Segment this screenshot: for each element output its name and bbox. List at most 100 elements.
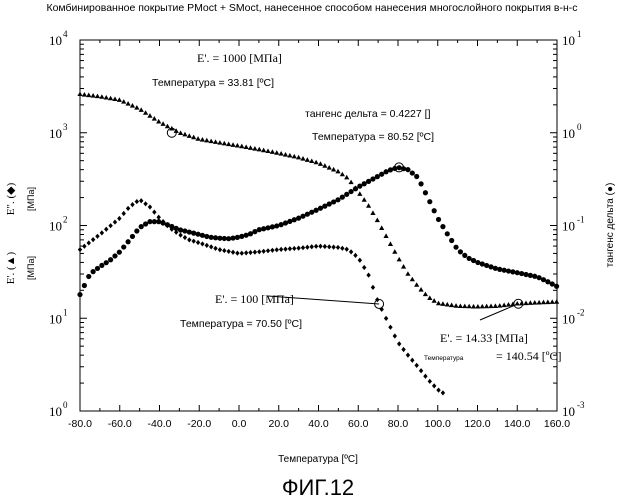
tan-delta-point [462,252,468,259]
y-right-tick-base: 10 [562,219,575,234]
y-right-tick-exp: -2 [577,307,585,317]
annotation-text: E'. = 1000 [МПа] [197,51,282,65]
e-prime-point [523,300,529,306]
e-prime-point [243,144,249,150]
e-double-prime-point [274,247,279,253]
x-tick-label: -60.0 [108,418,132,430]
e-double-prime-point [344,246,349,252]
x-tick-label: 120.0 [464,418,490,430]
e-prime-point [427,295,433,300]
e-double-prime-point [357,257,363,263]
y-right-tick-exp: 1 [577,29,582,39]
e-prime-point [532,300,538,305]
tan-delta-point [186,229,192,235]
e-prime-point [497,303,503,308]
e-prime-point [344,174,350,180]
e-double-prime-point [112,219,118,225]
tan-delta-point [296,215,302,221]
e-prime-point [335,168,341,174]
tan-delta-point [418,181,424,187]
e-prime-point [81,91,87,97]
tan-delta-point [405,167,411,173]
e-double-prime-point [296,245,301,251]
e-double-prime-point [300,245,306,251]
tan-delta-point [212,235,219,241]
e-prime-point [134,105,140,110]
e-double-prime-point [248,249,253,256]
e-double-prime-point [95,233,100,239]
e-double-prime-point [348,249,354,255]
tan-delta-point [116,249,122,255]
e-prime-point [440,301,446,306]
e-prime-point [217,140,223,145]
e-double-prime-point [414,362,419,368]
e-double-prime-point [278,246,284,253]
tan-delta-point [191,230,197,236]
e-prime-point [296,154,302,160]
tan-delta-point [99,262,105,269]
y-left-tick-exp: 2 [63,215,68,225]
annotation-text: = 140.54 [ºC] [496,349,561,363]
tan-delta-point [160,220,166,226]
e-prime-point [387,241,394,246]
tan-delta-point [282,220,289,226]
y-left-tick-base: 10 [49,311,62,326]
e-double-prime-point [108,223,113,229]
y-right-tick-exp: -3 [577,400,585,410]
y-right-tick-exp: 0 [577,122,582,132]
e-prime-point [309,158,315,164]
e-prime-point [365,203,372,208]
tan-delta-point [156,219,162,225]
e-prime-point [151,115,157,121]
e-double-prime-point [335,244,341,251]
tan-delta-point [94,265,101,272]
e-double-prime-point [440,390,446,396]
annotation-text: Температура = 33.81 [ºC] [152,77,274,89]
e-prime-point [418,287,424,292]
annotation-text: E'. = 14.33 [МПа] [440,331,528,345]
svg-text:E'. (▲): E'. (▲) [5,251,17,284]
e-double-prime-point [383,315,389,321]
tan-delta-point [86,273,92,280]
y-right-tick-base: 10 [562,33,575,48]
tan-delta-point [164,222,171,228]
e-prime-point [422,291,429,297]
y-left-tick-exp: 3 [63,122,68,132]
e-prime-point [252,145,258,151]
y-left-tick-base: 10 [49,404,62,419]
plot-frame [79,39,558,412]
e-prime-point [234,142,241,148]
tan-delta-point [484,262,490,269]
tan-delta-point [479,261,485,267]
tan-delta-point [466,255,472,262]
e-prime-point [160,121,166,126]
tan-delta-point [549,281,555,287]
tan-delta-point [431,208,437,214]
e-prime-point [129,103,136,108]
e-prime-point [457,303,464,309]
e-double-prime-point [388,324,393,330]
tan-delta-point [247,231,254,237]
tan-delta-point [309,209,315,215]
e-prime-point [156,118,162,124]
annotation-marker [166,127,177,138]
y-left-tick-base: 10 [49,126,62,141]
e-prime-point [199,137,206,142]
e-double-prime-point [305,244,310,250]
e-double-prime-point [178,232,183,238]
tan-delta-point [505,268,512,274]
tan-delta-point [125,239,131,245]
x-tick-label: 0.0 [232,418,247,430]
tan-delta-point [317,205,324,211]
tan-delta-point [444,231,450,237]
e-double-prime-point [261,248,266,254]
e-prime-point [505,302,512,307]
svg-text:E". (◆): E". (◆) [5,182,17,215]
e-double-prime-point [230,249,236,255]
e-double-prime-point [370,284,376,290]
e-prime-point [230,142,236,147]
e-prime-point [164,123,171,129]
e-double-prime-point [217,247,223,253]
e-double-prime-point [200,241,205,247]
